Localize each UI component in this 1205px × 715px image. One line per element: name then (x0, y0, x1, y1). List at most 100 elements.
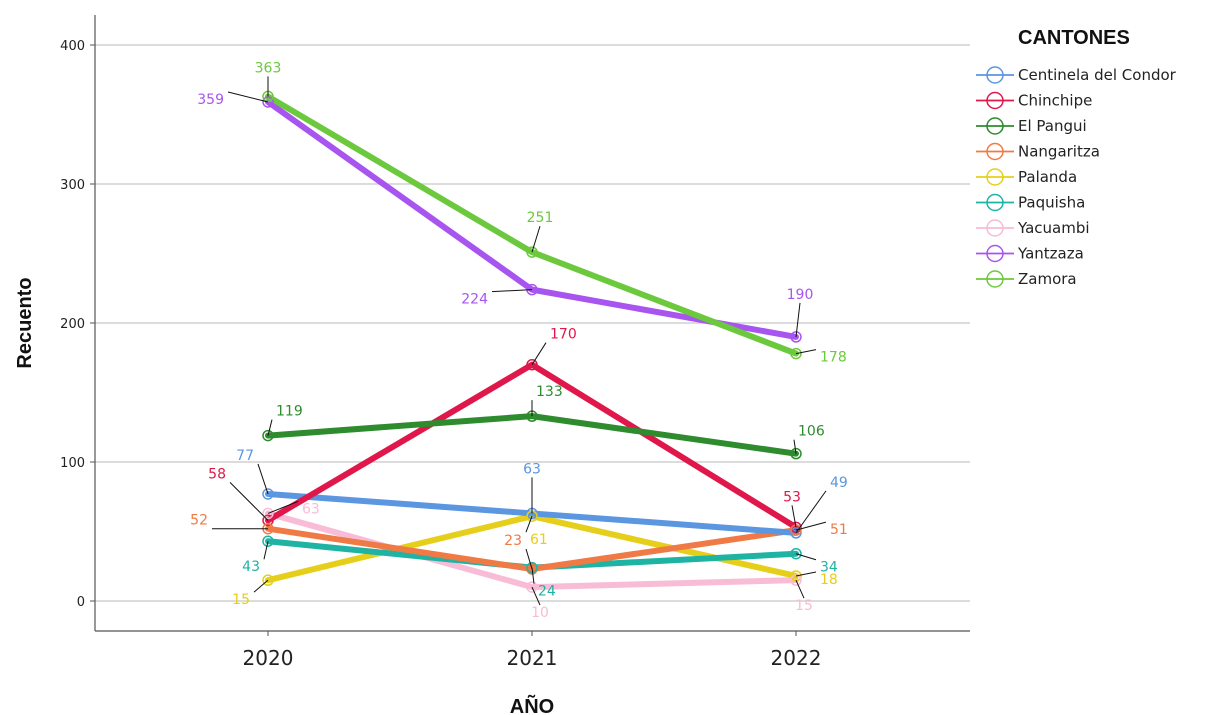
legend-label: Paquisha (1018, 194, 1085, 212)
data-label: 63 (302, 501, 320, 517)
y-ticks: 0 100 200 300 400 (60, 39, 95, 610)
label-leader (253, 579, 269, 593)
legend-item: Nangaritza (976, 143, 1100, 161)
data-point (790, 347, 802, 360)
legend-swatch-marker (986, 193, 1004, 212)
data-point (790, 574, 802, 586)
data-label: 58 (208, 466, 226, 482)
x-ticks: 2020 2021 2022 (243, 631, 822, 670)
data-point (262, 429, 274, 442)
label-leader (795, 302, 801, 337)
legend-item: Palanda (976, 168, 1077, 186)
legend-label: Yacuambi (1017, 219, 1090, 237)
data-label: 119 (276, 404, 303, 420)
y-axis-title: Recuento (14, 277, 36, 368)
data-point (262, 514, 274, 527)
label-leader (793, 439, 797, 454)
x-tick-label: 2022 (771, 646, 822, 670)
legend-swatch-marker (986, 270, 1004, 288)
label-leader (525, 548, 533, 570)
legend-swatch-marker (986, 66, 1004, 84)
data-point (790, 447, 802, 460)
legend-item: Centinela del Condor (976, 66, 1177, 84)
data-point (526, 581, 538, 593)
data-label: 49 (830, 475, 848, 491)
data-label: 34 (820, 560, 838, 576)
label-leader (531, 225, 541, 253)
x-axis-title: AÑO (510, 695, 554, 715)
label-leader (267, 419, 273, 436)
label-leader (525, 516, 533, 533)
x-tick-label: 2020 (243, 646, 294, 670)
legend-label: El Pangui (1018, 117, 1087, 135)
data-label: 53 (783, 489, 801, 505)
data-label: 178 (820, 350, 847, 366)
legend: CANTONES Centinela del Condor Chinchipe El… (976, 27, 1177, 288)
data-label: 106 (798, 424, 825, 440)
series-points (262, 90, 802, 593)
data-label: 251 (527, 210, 554, 226)
x-tick-label: 2021 (507, 646, 558, 670)
label-leader (257, 463, 269, 495)
legend-swatch-marker (986, 142, 1004, 161)
legend-label: Centinela del Condor (1018, 66, 1177, 84)
data-point (262, 574, 274, 586)
data-label: 359 (197, 92, 224, 108)
gridlines (95, 44, 970, 602)
series-lines (265, 93, 799, 591)
y-tick-label: 400 (60, 39, 85, 54)
label-leader (795, 490, 827, 534)
data-point (262, 535, 274, 547)
data-point (262, 507, 274, 520)
y-tick-label: 300 (60, 178, 85, 193)
data-label: 10 (531, 605, 549, 621)
data-label: 51 (830, 522, 848, 538)
y-tick-label: 200 (60, 317, 85, 332)
legend-item: Paquisha (976, 194, 1085, 212)
y-tick-label: 100 (60, 456, 85, 471)
legend-swatch-marker (986, 244, 1004, 263)
data-label: 363 (255, 60, 282, 76)
label-leader (227, 91, 269, 103)
data-point (526, 358, 538, 371)
legend-label: Yantzaza (1017, 245, 1084, 263)
label-leader (263, 541, 269, 560)
legend-swatch-marker (986, 168, 1004, 186)
data-label: 43 (242, 559, 260, 575)
legend-item: El Pangui (976, 117, 1087, 135)
legend-title: CANTONES (1018, 27, 1130, 49)
label-leader (795, 349, 817, 355)
label-leader (229, 482, 269, 521)
data-point (262, 96, 274, 108)
label-leader (795, 521, 827, 531)
label-leader (267, 500, 299, 514)
legend-label: Nangaritza (1018, 143, 1100, 161)
data-label: 77 (236, 448, 254, 464)
legend-label: Palanda (1018, 168, 1077, 186)
legend-item: Zamora (976, 270, 1077, 288)
legend-label: Zamora (1018, 270, 1077, 288)
label-leader (531, 342, 547, 365)
data-label: 61 (530, 532, 548, 548)
data-label: 170 (550, 327, 577, 343)
label-leader (795, 571, 817, 577)
data-point (526, 246, 538, 258)
label-leader (795, 579, 805, 599)
data-label: 52 (190, 513, 208, 529)
label-leader (531, 567, 535, 584)
legend-swatch-marker (986, 219, 1004, 237)
data-label: 133 (536, 384, 563, 400)
data-label: 15 (795, 598, 813, 614)
label-leader (531, 586, 541, 606)
data-point (790, 331, 802, 343)
data-label: 224 (461, 292, 488, 308)
label-leader (795, 553, 817, 561)
legend-swatch-marker (986, 91, 1004, 110)
y-tick-label: 0 (77, 595, 85, 610)
data-label: 24 (538, 584, 556, 600)
data-label: 63 (523, 461, 541, 477)
legend-swatch-marker (986, 117, 1004, 135)
legend-label: Chinchipe (1018, 92, 1092, 110)
data-label: 190 (787, 287, 814, 303)
